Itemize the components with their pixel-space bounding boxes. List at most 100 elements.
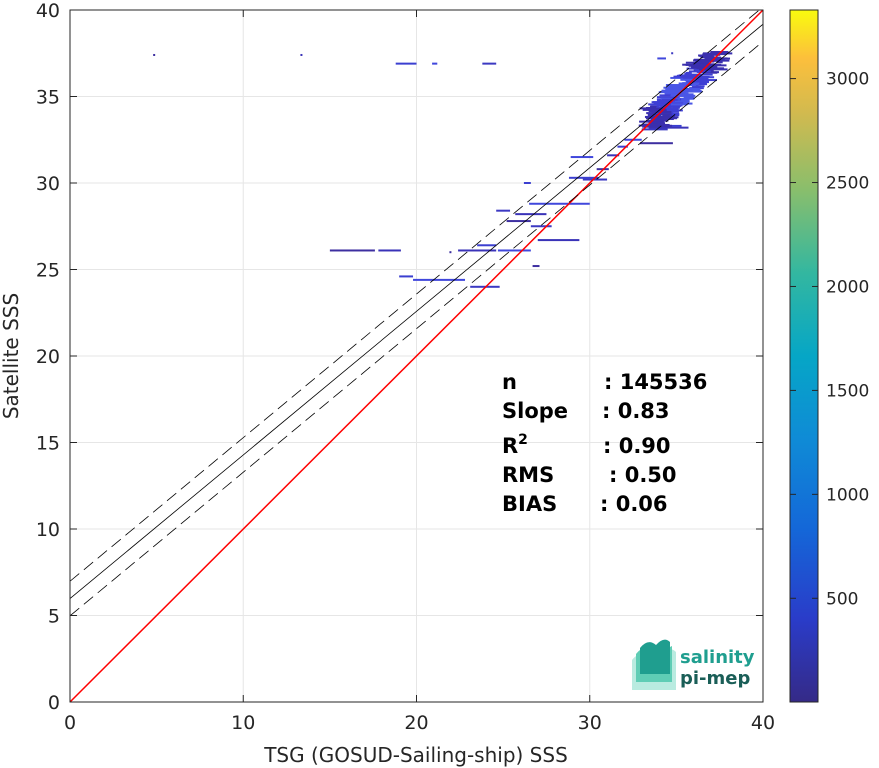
density-segment — [432, 62, 438, 65]
density-cluster-segment — [682, 89, 702, 92]
colorbar: 500 1000 1500 2000 2500 3000 — [789, 9, 869, 703]
density-segment — [523, 182, 531, 184]
density-cluster-segment — [706, 59, 730, 62]
density-segment — [399, 275, 414, 278]
density-cluster-segment — [681, 93, 687, 96]
density-cluster-segment — [704, 57, 728, 60]
fit-upper-band — [69, 6, 764, 582]
density-cluster-segment — [716, 61, 723, 64]
density-cluster-segment — [684, 72, 690, 75]
density-segment — [657, 57, 666, 60]
y-tick-label: 10 — [36, 519, 60, 541]
density-cluster-segment — [704, 71, 719, 74]
density-cluster-segment — [670, 103, 688, 106]
density-segment — [532, 265, 540, 268]
colorbar-tick-label: 3000 — [826, 70, 869, 90]
density-cluster-segment — [683, 96, 695, 99]
stats-box: n: 145536 Slope: 0.83 R2: 0.90 RMS: 0.50 BIA… — [502, 370, 707, 516]
density-cluster-segment — [695, 60, 715, 63]
density-points — [153, 50, 733, 288]
colorbar-gradient — [789, 9, 819, 703]
density-cluster-segment — [663, 107, 679, 110]
density-segment — [582, 178, 608, 181]
density-cluster-segment — [650, 123, 664, 126]
density-cluster-segment — [677, 97, 695, 100]
x-tick-label: 0 — [64, 712, 76, 734]
wave-icon — [632, 639, 676, 690]
ticks: 0 10 20 30 40 0 5 10 15 20 25 30 35 40 — [36, 0, 775, 734]
y-tick-label: 20 — [36, 346, 60, 368]
density-cluster-segment — [685, 61, 710, 64]
density-cluster-segment — [700, 56, 715, 59]
density-cluster-segment — [695, 85, 705, 88]
stats-label: RMS — [502, 463, 554, 487]
density-cluster-segment — [650, 105, 659, 108]
y-tick-label: 15 — [36, 433, 60, 455]
reference-lines — [69, 6, 764, 703]
density-cluster-segment — [643, 108, 663, 111]
density-segment — [506, 220, 531, 223]
y-axis-label: Satellite SSS — [0, 293, 23, 419]
colorbar-tick-label: 2500 — [826, 174, 869, 194]
density-segment — [458, 249, 497, 252]
density-cluster-segment — [650, 103, 666, 106]
density-cluster-segment — [702, 52, 709, 55]
x-tick-label: 40 — [751, 712, 775, 734]
stats-value: : 0.06 — [600, 492, 668, 516]
stats-label: Slope — [502, 399, 568, 423]
salinity-pi-mep-logo: salinity pi-mep — [632, 639, 755, 690]
density-segment — [496, 209, 511, 212]
density-cluster-segment — [663, 106, 671, 109]
density-cluster-segment — [647, 114, 652, 117]
density-cluster-segment — [680, 78, 697, 81]
y-tick-label: 30 — [36, 173, 60, 195]
density-segment — [537, 239, 580, 242]
stats-superscript: 2 — [518, 432, 528, 448]
density-cluster-segment — [650, 113, 661, 116]
density-cluster-segment — [673, 106, 680, 109]
density-segment — [648, 126, 689, 129]
density-segment — [153, 53, 156, 56]
stats-value: : 0.90 — [603, 434, 671, 458]
fit-lower-band — [69, 41, 764, 617]
stats-label: BIAS — [502, 492, 557, 516]
density-cluster-segment — [657, 116, 679, 119]
density-cluster-segment — [668, 100, 690, 103]
density-cluster-segment — [668, 84, 690, 87]
density-segment — [568, 176, 599, 179]
density-cluster-segment — [685, 63, 705, 66]
density-cluster-segment — [650, 121, 665, 124]
density-cluster-segment — [695, 69, 699, 72]
colorbar-tick-label: 1000 — [826, 485, 869, 505]
density-cluster-segment — [706, 64, 727, 67]
density-cluster-segment — [711, 58, 725, 61]
density-cluster-segment — [705, 68, 728, 71]
density-segment — [395, 62, 417, 65]
density-cluster-segment — [657, 122, 666, 125]
y-tick-label: 0 — [48, 692, 60, 714]
stats-label: R2 — [502, 432, 528, 458]
density-segment — [529, 202, 590, 205]
density-cluster-segment — [689, 73, 713, 76]
y-tick-label: 5 — [48, 606, 60, 628]
x-tick-label: 30 — [578, 712, 602, 734]
density-segment — [607, 154, 620, 157]
density-segment — [497, 249, 531, 252]
density-cluster-segment — [710, 50, 729, 53]
density-cluster-segment — [646, 112, 660, 115]
density-segment — [515, 213, 547, 216]
density-segment — [641, 128, 668, 131]
density-cluster-segment — [663, 101, 671, 104]
x-axis-label: TSG (GOSUD-Sailing-ship) SSS — [263, 743, 568, 767]
stats-value: : 145536 — [604, 370, 707, 394]
density-cluster-segment — [663, 109, 683, 112]
density-cluster-segment — [650, 118, 666, 121]
stats-value: : 0.50 — [609, 463, 677, 487]
y-tick-label: 35 — [36, 87, 60, 109]
density-segment — [482, 62, 497, 65]
density-cluster-segment — [675, 99, 690, 102]
identity-line — [69, 9, 764, 703]
density-cluster-segment — [665, 88, 682, 91]
density-cluster-segment — [695, 59, 707, 62]
